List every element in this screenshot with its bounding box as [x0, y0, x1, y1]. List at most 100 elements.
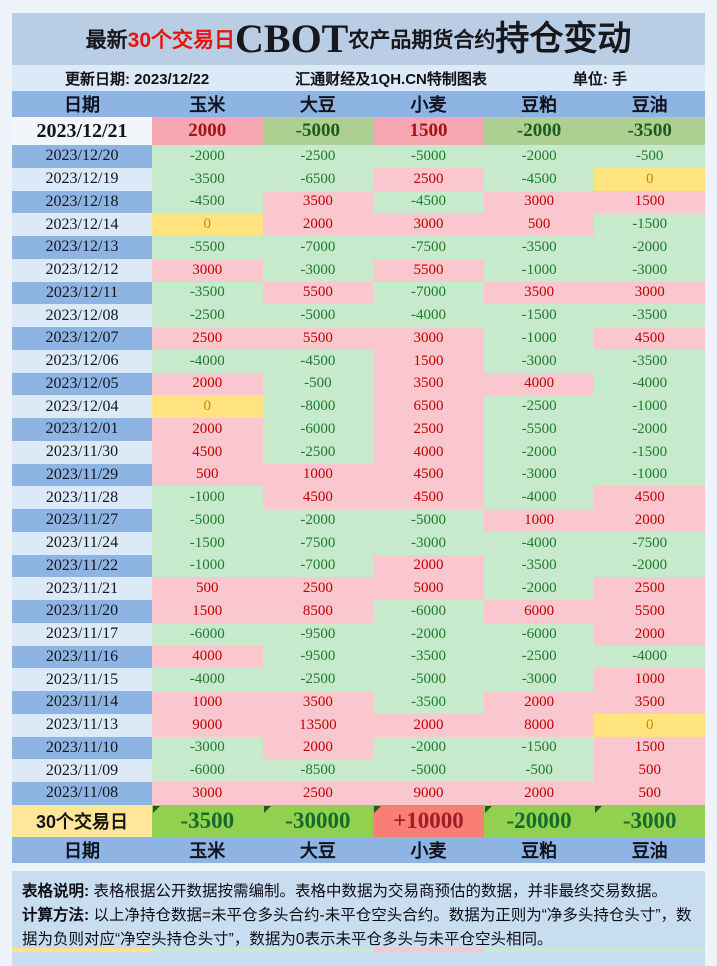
- value-cell: -2500: [262, 145, 374, 168]
- value-cell: -9500: [262, 645, 374, 669]
- value-cell: 2000: [594, 622, 705, 646]
- value-cell: 3500: [594, 691, 705, 714]
- value-cell: 3000: [373, 327, 484, 350]
- value-cell: 4500: [594, 486, 705, 509]
- value-cell: -2500: [262, 668, 374, 691]
- unit-label: 单位: 手: [572, 70, 627, 88]
- value-cell: -1500: [483, 736, 595, 760]
- value-cell: -500: [262, 372, 374, 396]
- value-cell: -2500: [483, 395, 595, 418]
- title-prefix: 最新: [85, 29, 128, 52]
- date-cell: 2023/11/10: [12, 736, 152, 760]
- date-cell: 2023/12/20: [12, 145, 152, 168]
- value-cell: 0: [152, 395, 263, 418]
- value-cell: -3000: [152, 736, 263, 760]
- value-cell: 4000: [483, 372, 595, 396]
- table-row: 2023/11/17 -6000 -9500 -2000 -6000 2000: [12, 622, 705, 646]
- value-cell: 2500: [373, 418, 484, 441]
- value-cell: 500: [594, 782, 705, 805]
- value-cell: 500: [152, 463, 263, 487]
- value-cell: 2500: [262, 782, 374, 805]
- value-cell: 1500: [373, 349, 484, 373]
- value-cell: 5500: [373, 258, 484, 282]
- value-cell: -7500: [373, 236, 484, 259]
- value-cell: -3500: [594, 117, 705, 145]
- value-cell: 4000: [152, 645, 263, 669]
- value-cell: -6000: [152, 759, 263, 782]
- date-cell: 2023/12/21: [12, 117, 152, 145]
- value-cell: 2000: [152, 372, 263, 396]
- value-cell: -7500: [594, 531, 705, 555]
- value-cell: 3500: [262, 190, 374, 214]
- date-cell: 2023/12/13: [12, 236, 152, 259]
- date-cell: 2023/11/14: [12, 691, 152, 714]
- date-cell: 2023/11/08: [12, 782, 152, 805]
- value-cell: -5500: [483, 418, 595, 441]
- value-cell: -9500: [262, 622, 374, 646]
- table-row: 2023/12/12 3000 -3000 5500 -1000 -3000: [12, 258, 705, 282]
- value-cell: -2000: [594, 554, 705, 578]
- value-cell: 500: [152, 577, 263, 600]
- value-cell: -3000: [483, 349, 595, 373]
- table-body: 2023/12/21 2000 -5000 1500 -2000 -3500 2023/12…: [12, 117, 705, 805]
- summary-value-cell: -3500: [152, 804, 263, 837]
- value-cell: -4000: [483, 531, 595, 555]
- value-cell: -500: [594, 145, 705, 168]
- value-cell: 2000: [152, 117, 263, 145]
- value-cell: -3500: [483, 236, 595, 259]
- value-cell: 1000: [262, 463, 374, 487]
- table-row: 2023/11/28 -1000 4500 4500 -4000 4500: [12, 486, 705, 509]
- value-cell: 1500: [594, 190, 705, 214]
- value-cell: -1000: [152, 486, 263, 509]
- value-cell: -3500: [483, 554, 595, 578]
- page-title: 最新 30个交易日 CBOT 农产品期货合约 持仓变动: [12, 13, 705, 65]
- value-cell: -1500: [483, 304, 595, 327]
- value-cell: -3000: [594, 258, 705, 282]
- date-cell: 2023/12/05: [12, 372, 152, 396]
- value-cell: -4000: [152, 349, 263, 373]
- value-cell: 5000: [373, 577, 484, 600]
- table-row: 2023/11/13 9000 13500 2000 8000 0: [12, 713, 705, 737]
- date-cell: 2023/12/08: [12, 304, 152, 327]
- value-cell: 5500: [594, 600, 705, 623]
- value-cell: 3000: [152, 258, 263, 282]
- value-cell: 9000: [152, 713, 263, 737]
- table-row: 2023/12/13 -5500 -7000 -7500 -3500 -2000: [12, 236, 705, 259]
- value-cell: 3000: [373, 213, 484, 236]
- value-cell: -2000: [152, 145, 263, 168]
- table-row: 2023/11/21 500 2500 5000 -2000 2500: [12, 577, 705, 600]
- value-cell: -1000: [152, 554, 263, 578]
- table-row: 2023/12/07 2500 5500 3000 -1000 4500: [12, 327, 705, 350]
- summary-value-cell: +10000: [373, 804, 484, 837]
- value-cell: 3000: [483, 190, 595, 214]
- value-cell: 2000: [152, 418, 263, 441]
- value-cell: -5000: [373, 145, 484, 168]
- summary-value-cell: -3000: [594, 804, 705, 837]
- value-cell: -5000: [373, 668, 484, 691]
- table-row: 2023/11/22 -1000 -7000 2000 -3500 -2000: [12, 554, 705, 578]
- value-cell: -3500: [152, 281, 263, 305]
- value-cell: -500: [483, 759, 595, 782]
- table-row: 2023/11/08 3000 2500 9000 2000 500: [12, 782, 705, 805]
- value-cell: 3500: [483, 281, 595, 305]
- value-cell: -1500: [152, 531, 263, 555]
- value-cell: -3500: [373, 691, 484, 714]
- calc-label: 计算方法:: [22, 906, 90, 924]
- value-cell: 5500: [262, 327, 374, 350]
- value-cell: 2000: [262, 213, 374, 236]
- value-cell: -7000: [262, 236, 374, 259]
- value-cell: -2000: [373, 622, 484, 646]
- date-cell: 2023/12/04: [12, 395, 152, 418]
- table-row: 2023/12/04 0 -8000 6500 -2500 -1000: [12, 395, 705, 418]
- date-cell: 2023/11/20: [12, 600, 152, 623]
- value-cell: -3500: [152, 167, 263, 191]
- value-cell: -4500: [373, 190, 484, 214]
- value-cell: 5500: [262, 281, 374, 305]
- strip-yellow: [12, 948, 152, 952]
- value-cell: 1000: [152, 691, 263, 714]
- summary-value-cell: -20000: [483, 804, 595, 837]
- table-footer: 日期 玉米 大豆 小麦 豆粕 豆油: [12, 836, 705, 863]
- value-cell: 8500: [262, 600, 374, 623]
- value-cell: 6500: [373, 395, 484, 418]
